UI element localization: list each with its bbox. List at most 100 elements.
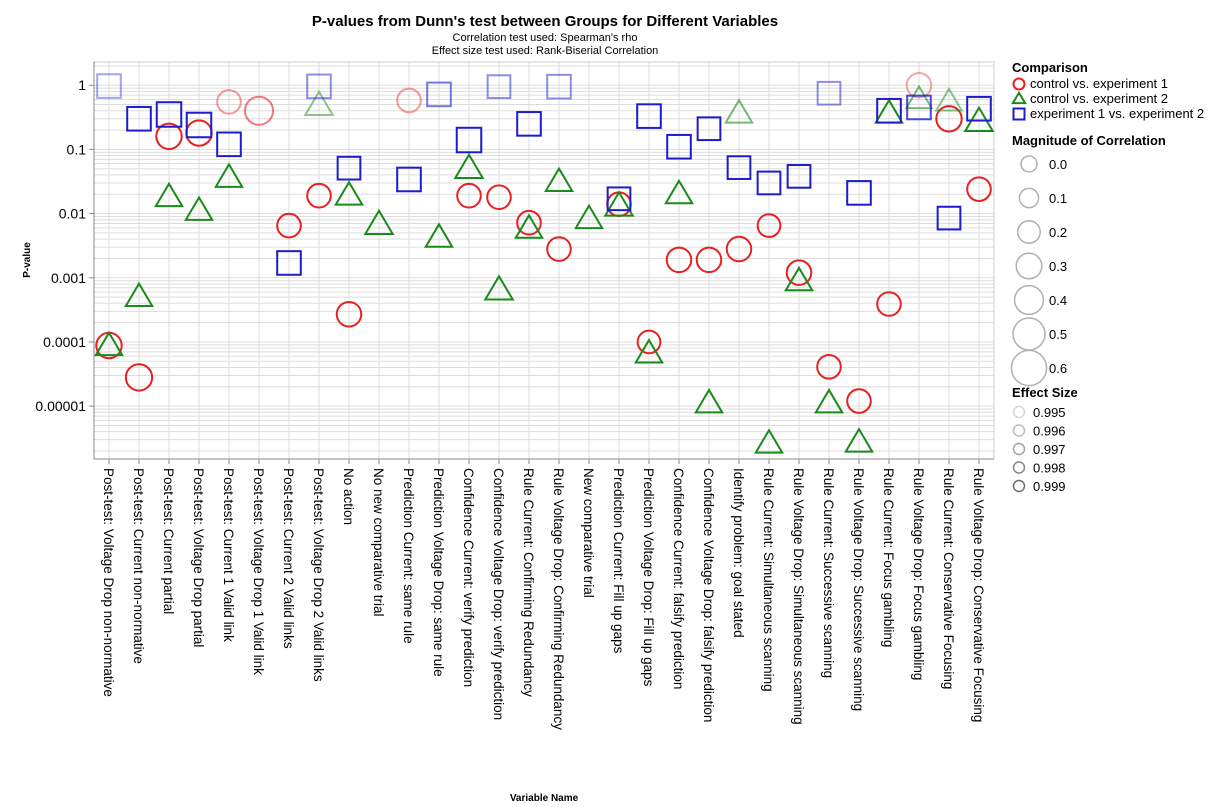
data-point-triangle — [483, 274, 515, 301]
legend-correlation-label: 0.6 — [1049, 361, 1067, 376]
data-point-triangle — [814, 388, 844, 414]
chart-title: P-values from Dunn's test between Groups… — [312, 13, 778, 30]
legend-symbol-triangle — [1011, 90, 1027, 105]
x-tick-label: Confidence Voltage Drop: falsify predict… — [701, 468, 716, 722]
data-point-square — [816, 80, 842, 106]
data-point-circle — [243, 95, 275, 126]
grid-lines — [94, 62, 994, 459]
data-point-triangle — [184, 195, 214, 221]
x-tick-label: Rule Current: Conservative Focusing — [941, 468, 956, 689]
legend-size-circle — [1013, 284, 1045, 316]
legend-size-circle — [1015, 252, 1043, 280]
data-point-triangle — [124, 281, 154, 308]
data-point-circle — [306, 182, 332, 209]
data-point-triangle — [664, 178, 694, 205]
data-point-square — [185, 111, 213, 139]
legend-correlation-title: Magnitude of Correlation — [1012, 133, 1166, 148]
legend-opacity-circle — [1012, 405, 1026, 419]
data-point-square — [96, 73, 122, 99]
y-tick-label: 0.001 — [51, 270, 86, 286]
y-axis: 1 0.1 0.01 0.001 0.0001 0.00001 — [35, 62, 95, 459]
data-point-square — [396, 166, 422, 193]
legend-comparison-label: control vs. experiment 1 — [1030, 76, 1168, 91]
data-point-triangle — [424, 222, 454, 248]
legend-size-circle — [1017, 220, 1041, 244]
data-point-square — [966, 95, 992, 122]
data-point-square — [306, 73, 332, 100]
x-tick-label: Post-test: Voltage Drop partial — [191, 468, 206, 647]
x-axis-title: Variable Name — [510, 793, 579, 804]
x-tick-label: Rule Voltage Drop: Successive scanning — [851, 468, 866, 711]
x-tick-label: No action — [341, 468, 356, 525]
data-point-square — [455, 126, 483, 154]
x-tick-label: Rule Voltage Drop: Simultaneous scanning — [791, 468, 806, 725]
x-tick-label: Post-test: Voltage Drop 2 Valid links — [311, 468, 326, 682]
data-point-circle — [276, 212, 302, 239]
x-tick-label: Prediction Voltage Drop: Fill up gaps — [641, 468, 656, 687]
x-tick-label: Post-test: Current 1 Valid link — [221, 468, 236, 642]
legend-size-circle — [1018, 187, 1040, 209]
data-point-square — [276, 250, 302, 276]
legend-correlation-label: 0.2 — [1049, 225, 1067, 240]
data-point-circle — [665, 246, 693, 274]
legend-effect-label: 0.999 — [1033, 479, 1066, 494]
data-point-square — [636, 103, 662, 129]
data-point-triangle — [724, 98, 754, 124]
data-point-circle — [785, 259, 813, 286]
legend-opacity-circle — [1012, 424, 1026, 437]
data-point-triangle — [363, 208, 395, 236]
x-tick-label: Confidence Voltage Drop: verify predicti… — [491, 468, 506, 720]
plot-area — [93, 61, 995, 460]
x-tick-label: Post-test: Current non-normative — [131, 468, 146, 664]
data-point-triangle — [94, 330, 124, 357]
data-point-triangle — [754, 428, 784, 454]
data-point-square — [786, 164, 812, 189]
data-point-square — [906, 94, 932, 121]
x-axis: Post-test: Voltage Drop non-normative Pos… — [94, 458, 994, 730]
data-point-circle — [966, 176, 992, 202]
data-point-triangle — [574, 203, 604, 230]
legend-effect-label: 0.998 — [1033, 461, 1066, 476]
x-tick-label: Rule Voltage Drop: Focus gambling — [911, 468, 926, 680]
data-point-circle — [396, 87, 422, 114]
data-point-circle — [695, 246, 723, 274]
x-tick-label: Rule Current: Confirming Redundancy — [521, 468, 536, 697]
x-tick-label: Rule Voltage Drop: Confirming Redundancy — [551, 468, 566, 730]
data-marks — [94, 71, 995, 454]
data-point-square — [546, 73, 572, 100]
x-tick-label: Post-test: Voltage Drop non-normative — [101, 468, 116, 697]
data-point-triangle — [214, 162, 244, 188]
data-point-square — [486, 74, 512, 99]
data-point-triangle — [544, 166, 574, 193]
x-tick-label: Prediction Current: same rule — [401, 468, 416, 644]
x-tick-label: No new comparative trial — [371, 468, 386, 617]
data-point-circle — [486, 184, 512, 210]
data-point-triangle — [303, 89, 335, 116]
data-point-circle — [155, 122, 183, 150]
data-point-circle — [725, 235, 753, 263]
y-tick-label: 1 — [78, 77, 86, 93]
data-point-circle — [456, 182, 482, 209]
data-point-circle — [876, 291, 902, 317]
data-point-circle — [816, 353, 842, 380]
legend-correlation-label: 0.5 — [1049, 327, 1067, 342]
x-tick-label: Post-test: Current partial — [161, 468, 176, 614]
x-tick-label: Post-test: Current 2 Valid links — [281, 468, 296, 649]
data-point-triangle — [154, 181, 184, 208]
legend-symbol-circle — [1012, 77, 1026, 91]
chart-subtitle-correlation: Correlation test used: Spearman's rho — [453, 32, 638, 44]
legend-comparison-label: control vs. experiment 2 — [1030, 91, 1168, 106]
y-tick-label: 0.01 — [59, 206, 86, 222]
data-point-circle — [935, 105, 963, 133]
data-point-triangle — [603, 190, 635, 217]
data-point-square — [936, 205, 962, 231]
data-point-circle — [516, 209, 542, 236]
legend-comparison-title: Comparison — [1012, 60, 1088, 75]
data-point-square — [126, 105, 152, 132]
data-point-triangle — [784, 265, 814, 292]
data-point-circle — [335, 301, 363, 328]
data-point-triangle — [453, 152, 485, 180]
data-point-circle — [636, 329, 662, 355]
